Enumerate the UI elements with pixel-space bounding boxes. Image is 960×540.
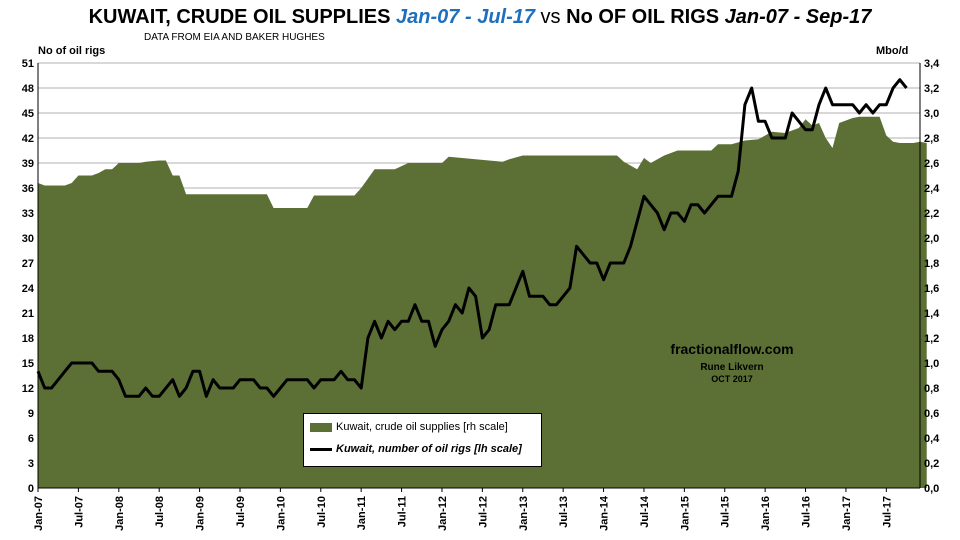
y-right-tick-label: 1,8 bbox=[924, 258, 939, 270]
title-range1: Jan-07 - Jul-17 bbox=[396, 6, 535, 28]
y-left-tick-label: 48 bbox=[22, 83, 34, 95]
supplies-area bbox=[38, 116, 927, 489]
legend-swatch-supplies bbox=[310, 422, 332, 432]
y-left-tick-label: 27 bbox=[22, 258, 34, 270]
title-vs: vs bbox=[535, 6, 567, 28]
y-right-tick-label: 1,0 bbox=[924, 358, 939, 370]
y-left-tick-label: 33 bbox=[22, 208, 34, 220]
y-left-tick-label: 36 bbox=[22, 183, 34, 195]
y-right-tick-label: 2,8 bbox=[924, 133, 939, 145]
y-right-tick-label: 0,0 bbox=[924, 483, 939, 495]
y-right-tick-label: 0,6 bbox=[924, 408, 939, 420]
y-left-tick-label: 45 bbox=[22, 108, 34, 120]
x-tick-label: Jan-17 bbox=[841, 496, 853, 531]
x-tick-label: Jul-12 bbox=[477, 496, 489, 528]
x-tick-label: Jan-08 bbox=[114, 496, 126, 531]
legend-item-supplies: Kuwait, crude oil supplies [rh scale] bbox=[310, 421, 508, 433]
x-tick-label: Jan-11 bbox=[356, 496, 368, 530]
annotation-site: fractionalflow.com bbox=[670, 341, 793, 357]
x-tick-label: Jan-14 bbox=[599, 495, 611, 531]
y-axis-left-label: No of oil rigs bbox=[38, 45, 106, 57]
y-right-tick-label: 1,2 bbox=[924, 333, 939, 345]
x-tick-label: Jan-10 bbox=[275, 496, 287, 531]
y-left-tick-label: 30 bbox=[22, 233, 34, 245]
legend-label-supplies: Kuwait, crude oil supplies [rh scale] bbox=[336, 421, 508, 433]
y-left-tick-label: 3 bbox=[28, 458, 34, 470]
y-right-tick-label: 2,4 bbox=[924, 183, 940, 195]
legend: Kuwait, crude oil supplies [rh scale] Ku… bbox=[303, 413, 542, 467]
annotation-author: Rune Likvern bbox=[700, 362, 763, 373]
x-tick-label: Jul-14 bbox=[639, 495, 651, 528]
y-left-tick-label: 42 bbox=[22, 133, 34, 145]
x-tick-label: Jul-13 bbox=[558, 496, 570, 528]
y-right-tick-label: 2,2 bbox=[924, 208, 939, 220]
chart-title: KUWAIT, CRUDE OIL SUPPLIES Jan-07 - Jul-… bbox=[0, 6, 960, 29]
x-tick-label: Jan-13 bbox=[518, 496, 530, 531]
y-left-tick-label: 39 bbox=[22, 158, 34, 170]
x-tick-label: Jul-09 bbox=[235, 496, 247, 528]
legend-label-rigs: Kuwait, number of oil rigs [lh scale] bbox=[336, 443, 522, 455]
y-left-tick-label: 15 bbox=[22, 358, 34, 370]
y-left-tick-label: 24 bbox=[22, 283, 35, 295]
chart-subtitle: DATA FROM EIA AND BAKER HUGHES bbox=[144, 32, 325, 43]
supplies-area-path bbox=[38, 116, 927, 489]
y-left-tick-label: 0 bbox=[28, 483, 34, 495]
x-tick-label: Jan-16 bbox=[760, 496, 772, 531]
legend-swatch-rigs bbox=[310, 447, 332, 451]
y-right-tick-label: 3,2 bbox=[924, 83, 939, 95]
y-left-tick-label: 6 bbox=[28, 433, 34, 445]
y-left-tick-label: 12 bbox=[22, 383, 34, 395]
y-right-tick-label: 1,6 bbox=[924, 283, 939, 295]
x-tick-label: Jan-15 bbox=[679, 496, 691, 531]
rigs-line bbox=[36, 78, 908, 398]
x-tick-label: Jul-16 bbox=[801, 496, 813, 528]
y-axis-right-label: Mbo/d bbox=[876, 45, 909, 57]
y-right-tick-label: 2,6 bbox=[924, 158, 939, 170]
rigs-line-path bbox=[36, 78, 908, 398]
y-right-tick-label: 3,0 bbox=[924, 108, 939, 120]
x-tick-label: Jan-09 bbox=[195, 496, 207, 531]
y-right-tick-label: 1,4 bbox=[924, 308, 940, 320]
x-tick-label: Jul-17 bbox=[881, 496, 893, 528]
title-part1: KUWAIT, CRUDE OIL SUPPLIES bbox=[88, 6, 397, 28]
title-range2: Jan-07 - Sep-17 bbox=[724, 6, 872, 28]
legend-item-rigs: Kuwait, number of oil rigs [lh scale] bbox=[310, 443, 522, 455]
x-tick-label: Jul-07 bbox=[73, 496, 85, 528]
title-part2: No OF OIL RIGS bbox=[566, 6, 725, 28]
annotation-date: OCT 2017 bbox=[711, 374, 753, 384]
y-right-tick-label: 0,8 bbox=[924, 383, 939, 395]
x-tick-label: Jan-12 bbox=[437, 496, 449, 531]
x-axis: Jan-07 Jul-07 Jan-08 Jul-08 Jan-09 Jul-09 Jan-… bbox=[33, 488, 893, 531]
x-tick-label: Jul-11 bbox=[397, 496, 409, 527]
y-left-tick-label: 9 bbox=[28, 408, 34, 420]
x-tick-label: Jul-15 bbox=[720, 496, 732, 528]
y-right-tick-label: 2,0 bbox=[924, 233, 939, 245]
x-tick-label: Jul-08 bbox=[154, 496, 166, 528]
y-right-tick-label: 0,4 bbox=[924, 433, 940, 445]
y-left-tick-label: 21 bbox=[22, 308, 34, 320]
y-left-tick-label: 18 bbox=[22, 333, 34, 345]
x-tick-label: Jan-07 bbox=[33, 496, 45, 531]
axes bbox=[37, 63, 921, 489]
y-left-tick-label: 51 bbox=[22, 58, 34, 70]
y-right-tick-label: 0,2 bbox=[924, 458, 939, 470]
y-axis-right: 0,0 0,2 0,4 0,6 0,8 1,0 1,2 1,4 1,6 1,8 2,0 2,2 2,4 2… bbox=[924, 58, 940, 495]
x-tick-label: Jul-10 bbox=[316, 496, 328, 528]
y-right-tick-label: 3,4 bbox=[924, 58, 940, 70]
